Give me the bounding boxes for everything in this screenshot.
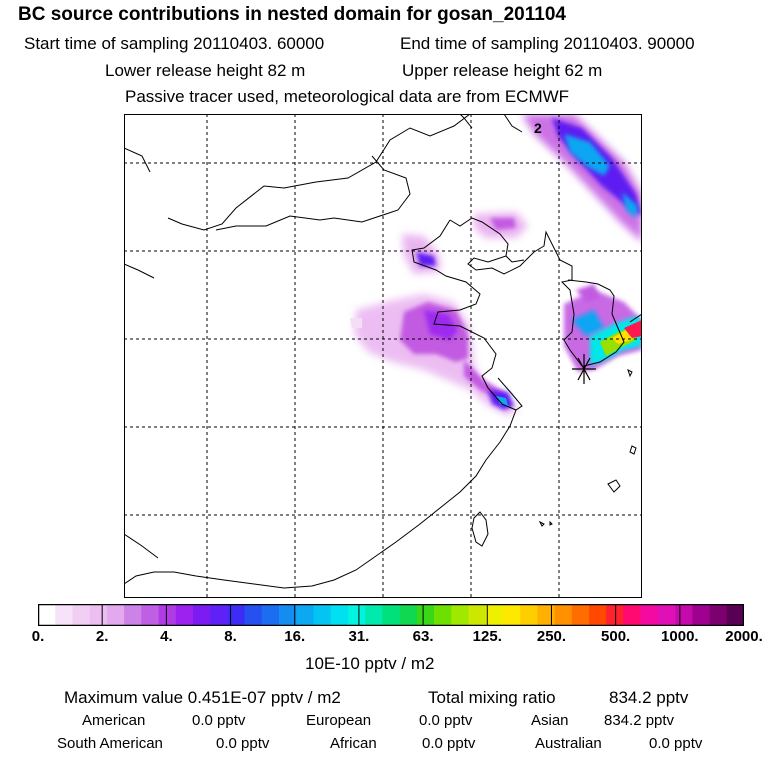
colorbar-cell [365, 604, 383, 626]
source-value: 0.0 pptv [422, 735, 476, 752]
colorbar-cell [537, 604, 555, 626]
colorbar-cell [72, 604, 90, 626]
colorbar-cell [244, 604, 263, 626]
total-mixing-value: 834.2 pptv [609, 688, 689, 707]
colorbar-cell [709, 604, 728, 626]
source-name: Australian [535, 735, 602, 752]
upper-height-label: Upper release height 62 m [402, 61, 603, 80]
colorbar-cell [261, 604, 280, 626]
colorbar-tick-label: 125. [472, 628, 502, 645]
colorbar-tick-label: 63. [412, 628, 434, 645]
plume-korea [564, 284, 642, 372]
source-name: South American [57, 735, 163, 752]
colorbar-cell [502, 604, 521, 626]
colorbar-cell [124, 604, 142, 626]
colorbar-cell [227, 604, 245, 626]
lat-lon-grid [124, 114, 642, 598]
colorbar-cell [657, 604, 676, 626]
colorbar-tick-label: 1000. [661, 628, 699, 645]
colorbar-cell [520, 604, 538, 626]
colorbar-frame [38, 604, 744, 626]
colorbar-cell [175, 604, 194, 626]
colorbar-cell [416, 604, 435, 626]
colorbar-tick-label: 4. [160, 628, 173, 645]
colorbar-cell [38, 604, 56, 626]
colorbar-cell [451, 604, 469, 626]
colorbar-cell [606, 604, 624, 626]
colorbar-tick-label: 250. [536, 628, 567, 645]
colorbar-cell [485, 604, 504, 626]
colorbar-cell [313, 604, 332, 626]
star-cross-icon [572, 354, 596, 384]
colorbar-tick-label: 0. [31, 628, 45, 645]
lower-height-label: Lower release height 82 m [105, 61, 306, 80]
colorbar-cell [571, 604, 590, 626]
figure-title: BC source contributions in nested domain… [18, 4, 566, 25]
colorbar-unit: 10E-10 pptv / m2 [305, 654, 435, 673]
source-value: 834.2 pptv [604, 712, 675, 729]
start-time-label: Start time of sampling 20110403. 60000 [24, 34, 325, 53]
colorbar-cell [141, 604, 159, 626]
colorbar-cell [89, 604, 108, 626]
source-value: 0.0 pptv [192, 712, 246, 729]
colorbar-tick-label: 2. [95, 628, 109, 645]
colorbar-cell [106, 604, 125, 626]
colorbar-cell [158, 604, 177, 626]
colorbar [38, 604, 744, 626]
colorbar-cell [347, 604, 366, 626]
source-name: African [330, 735, 377, 752]
colorbar-cell [330, 604, 349, 626]
colorbar-cell [434, 604, 452, 626]
colorbar-tick-label: 500. [601, 628, 631, 645]
source-name: Asian [531, 712, 569, 729]
source-name: European [306, 712, 372, 729]
colorbar-cell [210, 604, 228, 626]
colorbar-cell [468, 604, 487, 626]
map-frame [124, 114, 642, 598]
colorbar-cell [623, 604, 641, 626]
source-value: 0.0 pptv [216, 735, 270, 752]
colorbar-cell [554, 604, 573, 626]
colorbar-cell [279, 604, 297, 626]
colorbar-cell [55, 604, 73, 626]
colorbar-tick-label: 2000. [725, 628, 763, 645]
colorbar-cell [692, 604, 710, 626]
colorbar-cell [192, 604, 211, 626]
plume-north-china [402, 212, 528, 274]
colorbar-cell [675, 604, 693, 626]
total-mixing-label: Total mixing ratio [428, 688, 556, 707]
coastline [124, 114, 642, 589]
colorbar-cell [726, 604, 744, 626]
colorbar-tick-label: 31. [348, 628, 370, 645]
plume-central [350, 294, 518, 416]
colorbar-tick-label: 8. [224, 628, 237, 645]
contour-label: 2 [534, 120, 542, 136]
max-value-label: Maximum value 0.451E-07 pptv / m2 [64, 688, 341, 707]
source-name: American [82, 712, 146, 729]
colorbar-cell [382, 604, 400, 626]
plume-northeast [522, 114, 642, 242]
colorbar-cell [589, 604, 607, 626]
concentration-map: 2 [124, 114, 642, 598]
colorbar-cell [296, 604, 314, 626]
colorbar-cell [640, 604, 659, 626]
colorbar-cell [399, 604, 418, 626]
source-value: 0.0 pptv [649, 735, 703, 752]
end-time-label: End time of sampling 20110403. 90000 [400, 34, 695, 53]
tracer-note: Passive tracer used, meteorological data… [125, 87, 570, 106]
source-value: 0.0 pptv [419, 712, 473, 729]
colorbar-tick-label: 16. [284, 628, 306, 645]
